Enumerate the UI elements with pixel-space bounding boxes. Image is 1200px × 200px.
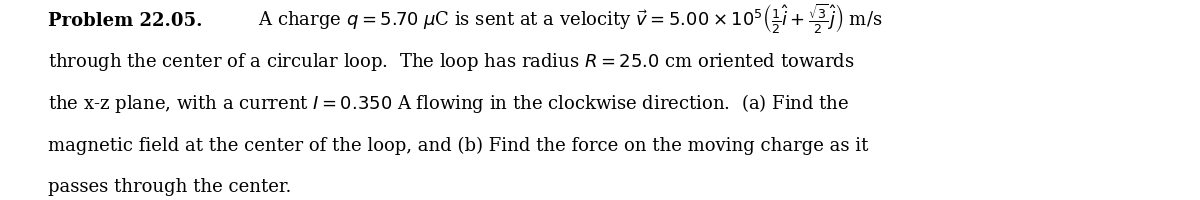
Text: through the center of a circular loop.  The loop has radius $R = 25.0$ cm orient: through the center of a circular loop. T… (48, 51, 854, 73)
Text: magnetic field at the center of the loop, and (b) Find the force on the moving c: magnetic field at the center of the loop… (48, 137, 869, 155)
Text: passes through the center.: passes through the center. (48, 178, 292, 196)
Text: A charge $q = 5.70\;\mu$C is sent at a velocity $\vec{v} = 5.00 \times 10^5\left: A charge $q = 5.70\;\mu$C is sent at a v… (247, 2, 883, 35)
Text: the x-z plane, with a current $I = 0.350$ A flowing in the clockwise direction. : the x-z plane, with a current $I = 0.350… (48, 92, 850, 115)
Text: Problem 22.05.: Problem 22.05. (48, 12, 203, 30)
